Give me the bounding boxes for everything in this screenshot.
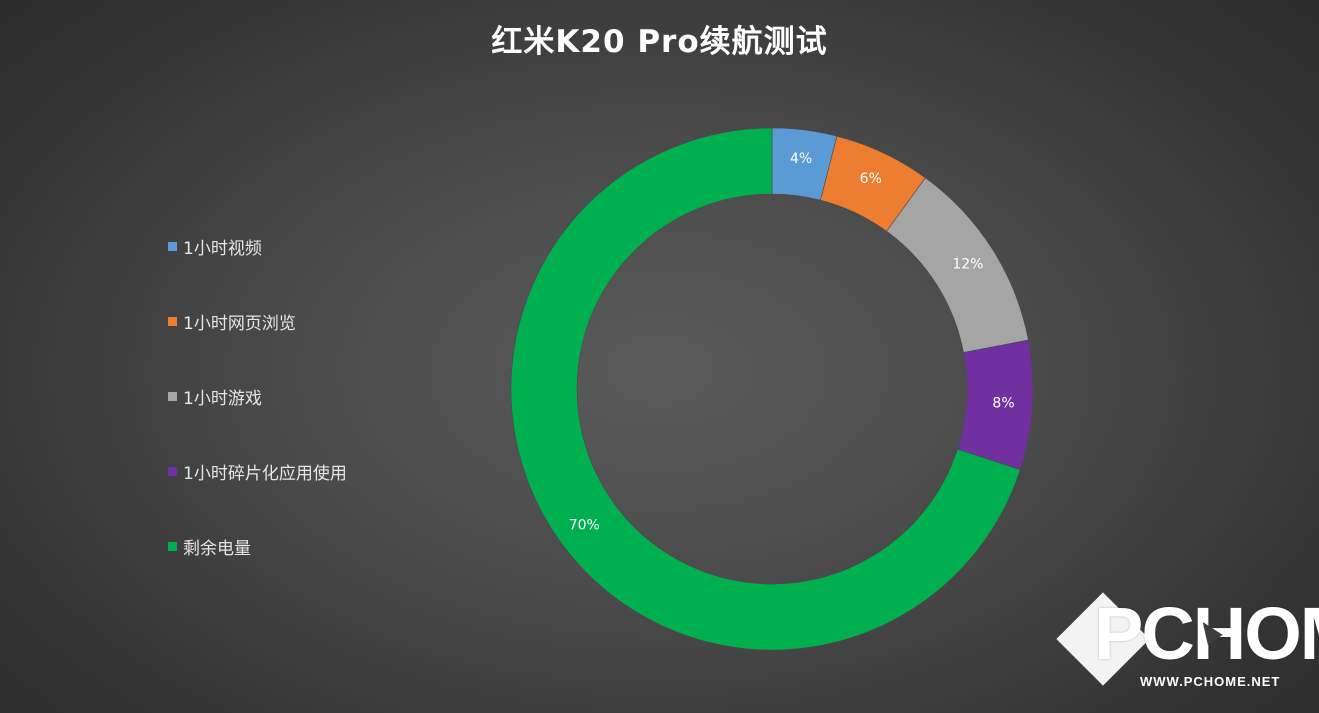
legend-swatch-web-browsing (168, 316, 177, 326)
data-label-remaining-battery: 70% (569, 517, 600, 533)
data-label-web-browsing: 6% (860, 171, 882, 187)
legend-swatch-fragmented-apps (168, 466, 177, 476)
legend-label-gaming: 1小时游戏 (183, 388, 262, 409)
legend-item-fragmented-apps: 1小时碎片化应用使用 (168, 457, 347, 485)
legend-item-web-browsing: 1小时网页浏览 (168, 307, 296, 335)
watermark-url: WWW.PCHOME.NET (1140, 674, 1281, 689)
chart-title: 红米K20 Pro续航测试 (491, 24, 828, 60)
legend-swatch-remaining-battery (168, 541, 177, 551)
data-label-video: 4% (790, 151, 812, 167)
legend-label-remaining-battery: 剩余电量 (183, 538, 251, 559)
legend-label-web-browsing: 1小时网页浏览 (183, 313, 296, 334)
donut-labels: 4% 6% 12% 8% 70% (569, 151, 1015, 534)
legend-swatch-gaming (168, 391, 177, 401)
pchome-watermark: PCHOME WWW.PCHOME.NET (1056, 586, 1319, 694)
legend-label-video: 1小时视频 (183, 238, 262, 259)
data-label-fragmented-apps: 8% (992, 396, 1014, 412)
legend-item-gaming: 1小时游戏 (168, 382, 262, 410)
donut-slice-remaining-battery (510, 127, 1021, 651)
legend-label-fragmented-apps: 1小时碎片化应用使用 (183, 463, 347, 484)
data-label-gaming: 12% (952, 257, 983, 273)
legend-swatch-video (168, 241, 177, 251)
watermark-logo-text: PCHOME (1094, 592, 1319, 675)
legend-item-video: 1小时视频 (168, 232, 262, 260)
legend-item-remaining-battery: 剩余电量 (168, 532, 251, 560)
donut-slices (510, 127, 1034, 651)
